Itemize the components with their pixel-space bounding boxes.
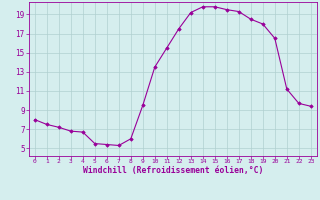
X-axis label: Windchill (Refroidissement éolien,°C): Windchill (Refroidissement éolien,°C): [83, 166, 263, 175]
